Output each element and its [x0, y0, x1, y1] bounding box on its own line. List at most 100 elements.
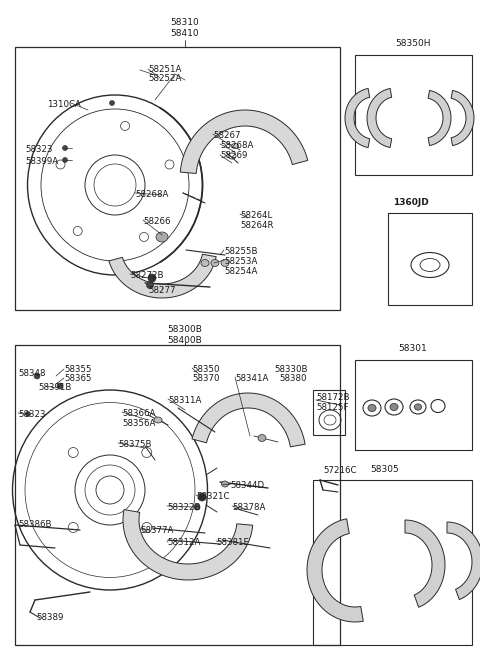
- Ellipse shape: [68, 523, 78, 533]
- Text: 58254A: 58254A: [224, 267, 257, 276]
- Text: 58312A: 58312A: [167, 538, 200, 547]
- Ellipse shape: [221, 481, 228, 487]
- Ellipse shape: [156, 232, 168, 242]
- Text: 58277: 58277: [148, 286, 176, 295]
- Ellipse shape: [140, 233, 148, 242]
- Polygon shape: [307, 519, 363, 622]
- Text: 58377A: 58377A: [140, 526, 173, 535]
- Polygon shape: [345, 88, 370, 147]
- Polygon shape: [447, 522, 480, 599]
- Text: 58370: 58370: [192, 374, 219, 383]
- Text: 58365: 58365: [64, 374, 92, 383]
- Text: 58344D: 58344D: [230, 481, 264, 490]
- Ellipse shape: [109, 100, 115, 105]
- Ellipse shape: [414, 404, 421, 410]
- Bar: [355, 360, 472, 450]
- Text: 58400B: 58400B: [168, 336, 203, 345]
- Text: 1310CA: 1310CA: [47, 100, 81, 109]
- Polygon shape: [405, 520, 445, 607]
- Ellipse shape: [201, 259, 209, 267]
- Text: 58341A: 58341A: [235, 374, 268, 383]
- Text: 58267: 58267: [213, 131, 240, 140]
- Text: 58391B: 58391B: [38, 383, 72, 392]
- Text: 58380: 58380: [279, 374, 307, 383]
- Text: 57216C: 57216C: [323, 466, 357, 475]
- Ellipse shape: [385, 399, 403, 415]
- Text: 58301: 58301: [398, 344, 427, 353]
- Ellipse shape: [368, 404, 376, 411]
- Bar: [355, 55, 472, 175]
- Text: 58410: 58410: [171, 29, 199, 38]
- Bar: [313, 480, 472, 645]
- Ellipse shape: [211, 259, 219, 267]
- Ellipse shape: [62, 157, 68, 162]
- Polygon shape: [109, 254, 216, 298]
- Text: 58399A: 58399A: [25, 157, 58, 166]
- Text: 58252A: 58252A: [148, 74, 181, 83]
- Polygon shape: [180, 110, 308, 174]
- Text: 1360JD: 1360JD: [393, 198, 429, 207]
- Text: 58321C: 58321C: [196, 492, 229, 501]
- Ellipse shape: [34, 373, 40, 379]
- Ellipse shape: [221, 259, 229, 267]
- Polygon shape: [367, 88, 392, 147]
- Text: 58268A: 58268A: [135, 190, 168, 199]
- Text: 58355: 58355: [64, 365, 92, 374]
- Ellipse shape: [142, 447, 152, 458]
- Text: 58264L: 58264L: [240, 211, 272, 220]
- Ellipse shape: [194, 504, 200, 510]
- Text: 58255B: 58255B: [224, 247, 257, 256]
- Ellipse shape: [62, 145, 68, 151]
- Text: 58375B: 58375B: [118, 440, 152, 449]
- Text: 58310: 58310: [170, 18, 199, 27]
- Text: 58125F: 58125F: [316, 403, 348, 412]
- Text: 58348: 58348: [18, 369, 46, 378]
- Text: 58311A: 58311A: [168, 396, 202, 405]
- Text: 58268A: 58268A: [220, 141, 253, 150]
- Polygon shape: [123, 510, 253, 580]
- Ellipse shape: [154, 417, 162, 423]
- Text: 58350H: 58350H: [395, 39, 431, 48]
- Text: 58330B: 58330B: [274, 365, 308, 374]
- Text: 58322B: 58322B: [167, 503, 201, 512]
- Ellipse shape: [410, 400, 426, 414]
- Polygon shape: [192, 393, 305, 447]
- Ellipse shape: [142, 523, 152, 533]
- Ellipse shape: [57, 383, 63, 389]
- Text: 58378A: 58378A: [232, 503, 265, 512]
- Bar: [388, 213, 472, 305]
- Text: 58323: 58323: [25, 145, 52, 154]
- Ellipse shape: [431, 400, 445, 413]
- Text: 58253A: 58253A: [224, 257, 257, 266]
- Bar: [15, 47, 340, 310]
- Text: 58300B: 58300B: [168, 325, 203, 334]
- Ellipse shape: [73, 227, 82, 235]
- Polygon shape: [451, 90, 474, 145]
- Ellipse shape: [165, 160, 174, 169]
- Text: 58264R: 58264R: [240, 221, 274, 230]
- Text: 58305: 58305: [370, 465, 399, 474]
- Bar: [15, 345, 340, 645]
- Text: 58172B: 58172B: [316, 393, 349, 402]
- Text: 58386B: 58386B: [18, 520, 51, 529]
- Text: 58366A: 58366A: [122, 409, 156, 418]
- Ellipse shape: [258, 434, 266, 441]
- Ellipse shape: [148, 274, 156, 282]
- Text: 58266: 58266: [143, 217, 170, 226]
- Ellipse shape: [390, 403, 398, 411]
- Ellipse shape: [146, 282, 154, 288]
- Bar: [313, 390, 345, 435]
- Ellipse shape: [120, 121, 130, 130]
- Text: 58356A: 58356A: [122, 419, 156, 428]
- Text: 58323: 58323: [18, 410, 46, 419]
- Ellipse shape: [68, 447, 78, 458]
- Ellipse shape: [25, 411, 31, 417]
- Ellipse shape: [198, 493, 206, 501]
- Text: 58269: 58269: [220, 151, 247, 160]
- Polygon shape: [428, 90, 451, 145]
- Text: 58350: 58350: [192, 365, 219, 374]
- Text: 58272B: 58272B: [130, 271, 164, 280]
- Ellipse shape: [56, 160, 65, 169]
- Text: 58381E: 58381E: [216, 538, 249, 547]
- Text: 58389: 58389: [36, 613, 64, 622]
